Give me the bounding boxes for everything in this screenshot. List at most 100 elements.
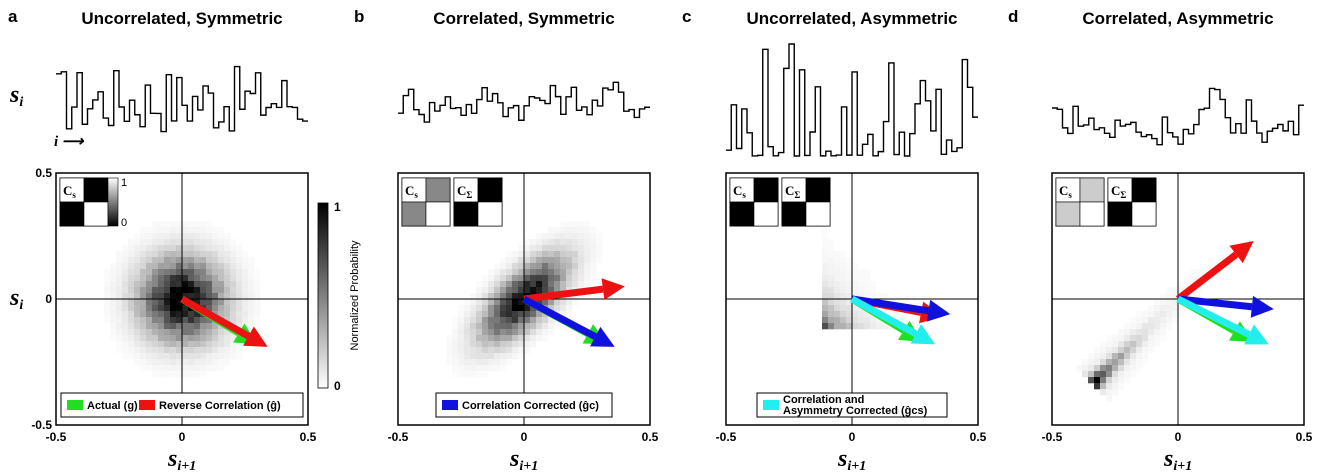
x-axis-label: si+1 <box>837 446 866 473</box>
matrix-cell <box>1107 201 1133 227</box>
legend-label: Correlation Corrected (ĝc) <box>462 400 599 412</box>
matrix-cell <box>59 201 85 227</box>
legend-label: Correlation and <box>783 394 864 406</box>
panel-letter: b <box>354 7 364 26</box>
cov-matrix-1: CΣ <box>453 177 503 227</box>
plot-frame <box>55 172 309 426</box>
panel-c: c Uncorrelated, Asymmetric Cs CΣ Correlation… <box>682 7 987 473</box>
legend-swatch <box>763 400 779 410</box>
x-tick-label: 0.5 <box>300 430 317 444</box>
matrix-cell <box>453 177 479 203</box>
vector-arrow-head <box>910 324 936 345</box>
y-tick-label: -0.5 <box>31 418 52 432</box>
cov-matrix-0: Cs <box>59 177 109 227</box>
matrix-cell <box>805 201 831 227</box>
cov-matrix-1: CΣ <box>781 177 831 227</box>
matrix-cell <box>1079 201 1105 227</box>
stimulus-trace <box>56 65 308 133</box>
panel-a: a Uncorrelated, Symmetric Cs Actual (g) Reve… <box>8 7 317 473</box>
stimulus-trace-line <box>726 43 978 157</box>
matrix-cell <box>453 201 479 227</box>
legend-swatch <box>67 400 83 410</box>
x-tick-label: 0 <box>1175 430 1182 444</box>
vector-arrow <box>180 295 251 340</box>
matrix-cell <box>1131 177 1157 203</box>
matrix-cell <box>805 177 831 203</box>
trace-axis-label: si <box>9 82 23 110</box>
legend-box <box>435 392 613 418</box>
probability-heatmap <box>104 221 261 378</box>
x-tick-label: -0.5 <box>46 430 67 444</box>
y-tick-label: 0 <box>45 292 52 306</box>
vector-arrow-head <box>1229 241 1254 264</box>
panel-letter: c <box>682 7 691 26</box>
cov-matrix-0: Cs <box>401 177 451 227</box>
cov-matrix-0: Cs <box>1055 177 1105 227</box>
stimulus-trace <box>398 81 650 123</box>
x-tick-label: 0 <box>179 430 186 444</box>
probability-heatmap <box>1076 257 1215 402</box>
vector-arrow-head <box>243 326 268 347</box>
matrix-cell <box>425 201 451 227</box>
legend-label: Actual (g) <box>87 400 138 412</box>
matrix-cell <box>425 177 451 203</box>
x-tick-label: 0.5 <box>642 430 659 444</box>
matrix-cell <box>1107 177 1133 203</box>
matrix-cell <box>729 201 755 227</box>
matrix-label: CΣ <box>785 183 800 200</box>
probability-plot: Cs CΣ Correlation Corrected (ĝc) <box>397 172 651 426</box>
matrix-cell <box>401 177 427 203</box>
matrix-label: Cs <box>1059 183 1072 200</box>
panel-title: Correlated, Symmetric <box>433 9 614 28</box>
matrix-cell <box>1131 201 1157 227</box>
matrix-label: CΣ <box>1111 183 1126 200</box>
x-axis-label: si+1 <box>509 446 538 473</box>
panel-d: d Correlated, Asymmetric Cs CΣ -0.5 0 0.5 si+1 <box>1008 7 1313 473</box>
vector-arrow <box>523 285 604 303</box>
colorbar-top-label: 1 <box>334 200 341 214</box>
plot-frame <box>397 172 651 426</box>
x-tick-label: 0.5 <box>1296 430 1313 444</box>
cov-matrix-1: CΣ <box>1107 177 1157 227</box>
vector-arrow <box>850 295 918 337</box>
legend: Actual (g) Reverse Correlation (ĝ) <box>60 392 304 418</box>
panel-title: Uncorrelated, Symmetric <box>81 9 282 28</box>
vector-arrow-head <box>926 299 951 322</box>
legend-label: Asymmetry Corrected (ĝcs) <box>783 405 928 417</box>
colorbar <box>317 202 329 389</box>
matrix-cell <box>477 177 503 203</box>
matrix-cell <box>83 201 109 227</box>
x-tick-label: 0 <box>849 430 856 444</box>
panel-title: Correlated, Asymmetric <box>1082 9 1273 28</box>
stimulus-trace <box>1052 87 1304 146</box>
x-axis-label: si+1 <box>1163 446 1192 473</box>
matrix-label: Cs <box>405 183 418 200</box>
y-tick-label: 0.5 <box>35 166 52 180</box>
panel-title: Uncorrelated, Asymmetric <box>746 9 957 28</box>
stimulus-trace-line <box>398 81 650 123</box>
time-arrow-label: i ⟶ <box>54 134 85 150</box>
stimulus-trace <box>726 43 978 157</box>
x-tick-label: -0.5 <box>388 430 409 444</box>
legend-label: Reverse Correlation (ĝ) <box>159 400 281 412</box>
panel-letter: d <box>1008 7 1018 26</box>
vector-arrow <box>1176 295 1251 338</box>
legend: Correlation Corrected (ĝc) <box>435 392 613 418</box>
mini-colorbar <box>107 177 119 227</box>
vector-arrow-head <box>1250 295 1274 318</box>
matrix-label: Cs <box>63 183 76 200</box>
x-tick-label: -0.5 <box>716 430 737 444</box>
matrix-label: Cs <box>733 183 746 200</box>
legend-swatch <box>442 400 458 410</box>
colorbar-label: Normalized Probability <box>349 240 361 351</box>
mini-colorbar-bottom: 0 <box>121 217 127 229</box>
matrix-cell <box>83 177 109 203</box>
plot-frame <box>725 172 979 426</box>
vector-arrow-head <box>1244 324 1269 345</box>
x-axis-label: si+1 <box>167 446 196 473</box>
probability-plot: Cs CΣ <box>1051 172 1305 426</box>
panel-a-extras: 0.5 0 -0.5 si si i ⟶ 1 0 1 0 Normalized Probabilit… <box>9 82 361 432</box>
